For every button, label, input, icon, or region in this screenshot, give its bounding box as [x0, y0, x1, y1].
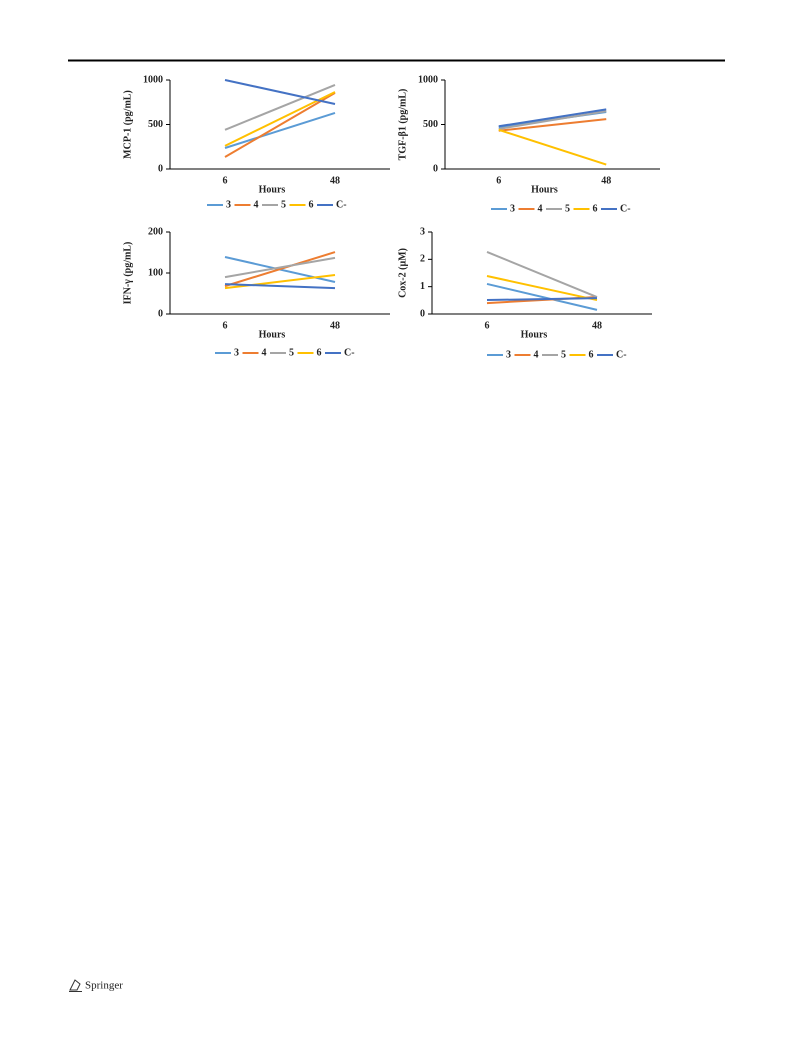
series-line	[498, 118, 607, 132]
legend-label: C-	[344, 347, 355, 358]
series-line	[486, 297, 598, 302]
series-line	[498, 128, 607, 166]
series-line	[224, 83, 336, 131]
x-axis-label: Hours	[531, 184, 558, 195]
legend-label: C-	[336, 199, 347, 210]
y-tick-label: 0	[158, 308, 163, 319]
x-tick-label: 6	[223, 320, 228, 331]
y-tick-label: 100	[148, 267, 163, 278]
legend-label: 3	[226, 199, 231, 210]
legend-label: 5	[561, 349, 566, 360]
y-axis-label: MCP-1 (pg/mL)	[122, 90, 133, 159]
y-tick-label: 0	[433, 163, 438, 174]
legend-label: 6	[589, 349, 594, 360]
series-line	[486, 251, 598, 298]
x-tick-label: 48	[330, 320, 340, 331]
legend-label: 4	[254, 199, 259, 210]
x-tick-label: 6	[485, 320, 490, 331]
legend-label: 5	[565, 203, 570, 214]
series-line	[224, 274, 336, 290]
x-axis-label: Hours	[259, 184, 286, 195]
series-line	[498, 108, 607, 128]
legend-label: C-	[616, 349, 627, 360]
y-axis-label: IFN-γ (pg/mL)	[122, 242, 133, 305]
y-tick-label: 500	[148, 119, 163, 130]
legend-label: 4	[538, 203, 543, 214]
series-line	[486, 282, 598, 311]
x-axis-label: Hours	[259, 329, 286, 340]
x-tick-label: 6	[223, 175, 228, 186]
legend-label: C-	[620, 203, 631, 214]
legend-label: 6	[309, 199, 314, 210]
series-line	[224, 251, 336, 288]
series-line	[498, 110, 607, 130]
legend-label: 4	[534, 349, 539, 360]
series-line	[224, 92, 336, 158]
legend-label: 3	[506, 349, 511, 360]
legend-label: 3	[234, 347, 239, 358]
series-line	[224, 256, 336, 279]
legend-label: 6	[317, 347, 322, 358]
publisher: Springer	[85, 980, 123, 992]
legend-label: 6	[593, 203, 598, 214]
y-tick-label: 2	[420, 254, 425, 265]
x-tick-label: 48	[330, 175, 340, 186]
x-tick-label: 48	[592, 320, 602, 331]
series-line	[224, 283, 336, 290]
x-axis-label: Hours	[521, 329, 548, 340]
legend-label: 4	[262, 347, 267, 358]
y-tick-label: 0	[420, 308, 425, 319]
y-tick-label: 200	[148, 226, 163, 237]
y-tick-label: 1000	[418, 74, 438, 85]
y-axis-label: Cox-2 (μM)	[397, 248, 408, 298]
legend-label: 3	[510, 203, 515, 214]
y-tick-label: 500	[423, 119, 438, 130]
series-line	[224, 111, 336, 149]
y-tick-label: 0	[158, 163, 163, 174]
x-tick-label: 6	[496, 175, 501, 186]
x-tick-label: 48	[601, 175, 611, 186]
y-tick-label: 3	[420, 226, 425, 237]
series-line	[486, 275, 598, 302]
series-line	[224, 79, 336, 106]
legend-label: 5	[289, 347, 294, 358]
springer-logo	[69, 979, 82, 992]
y-tick-label: 1000	[143, 74, 163, 85]
y-axis-label: TGF-β1 (pg/mL)	[397, 89, 408, 161]
legend-label: 5	[281, 199, 286, 210]
y-tick-label: 1	[420, 281, 425, 292]
